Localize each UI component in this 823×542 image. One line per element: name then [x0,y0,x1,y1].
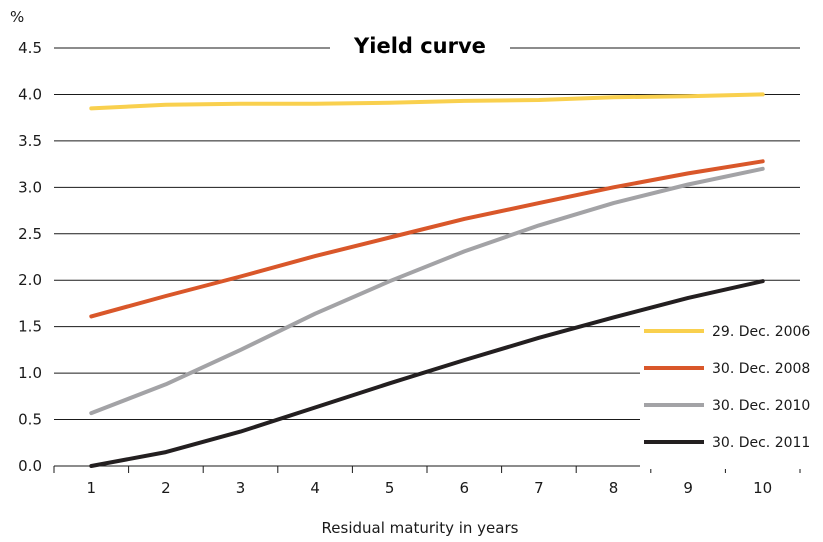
y-tick-label: 1.5 [18,318,42,336]
x-tick-label: 1 [87,479,97,497]
y-tick-label: 1.0 [18,364,42,382]
legend-label: 30. Dec. 2010 [712,398,810,414]
y-tick-label: 3.5 [18,132,42,150]
x-tick-label: 4 [310,479,320,497]
y-tick-label: 3.0 [18,178,42,196]
y-tick-label: 2.0 [18,271,42,289]
chart-title: Yield curve [353,34,486,58]
y-tick-label: 2.5 [18,225,42,243]
x-tick-label: 10 [753,479,772,497]
series-line-2 [89,159,765,319]
x-tick-label: 6 [460,479,470,497]
series-lines [89,92,765,468]
y-tick-label: 0.5 [18,411,42,429]
x-tick-label: 9 [683,479,693,497]
x-tick-label: 3 [236,479,246,497]
x-tick-label: 7 [534,479,544,497]
legend-label: 30. Dec. 2011 [712,435,810,451]
legend-label: 30. Dec. 2008 [712,361,810,377]
x-tick-label: 5 [385,479,395,497]
x-tick-label: 2 [161,479,171,497]
y-tick-label: 0.0 [18,457,42,475]
series-line-4 [89,279,765,468]
axes: 0.0 0.5 1.0 1.5 2.0 2.5 3.0 3.5 4.0 4.5 1 2 3 4 5 6 7 8 9 1… [18,39,801,497]
legend: 29. Dec. 2006 30. Dec. 2008 30. Dec. 2010 3… [640,315,818,469]
y-tick-label: 4.0 [18,85,42,103]
chart-title-background [330,28,510,62]
series-line-3 [89,166,765,416]
legend-label: 29. Dec. 2006 [712,324,810,340]
y-unit-label: % [10,8,24,26]
series-line-1 [89,92,765,111]
y-tick-label: 4.5 [18,39,42,57]
x-tick-label: 8 [609,479,619,497]
x-axis-title: Residual maturity in years [322,519,519,537]
